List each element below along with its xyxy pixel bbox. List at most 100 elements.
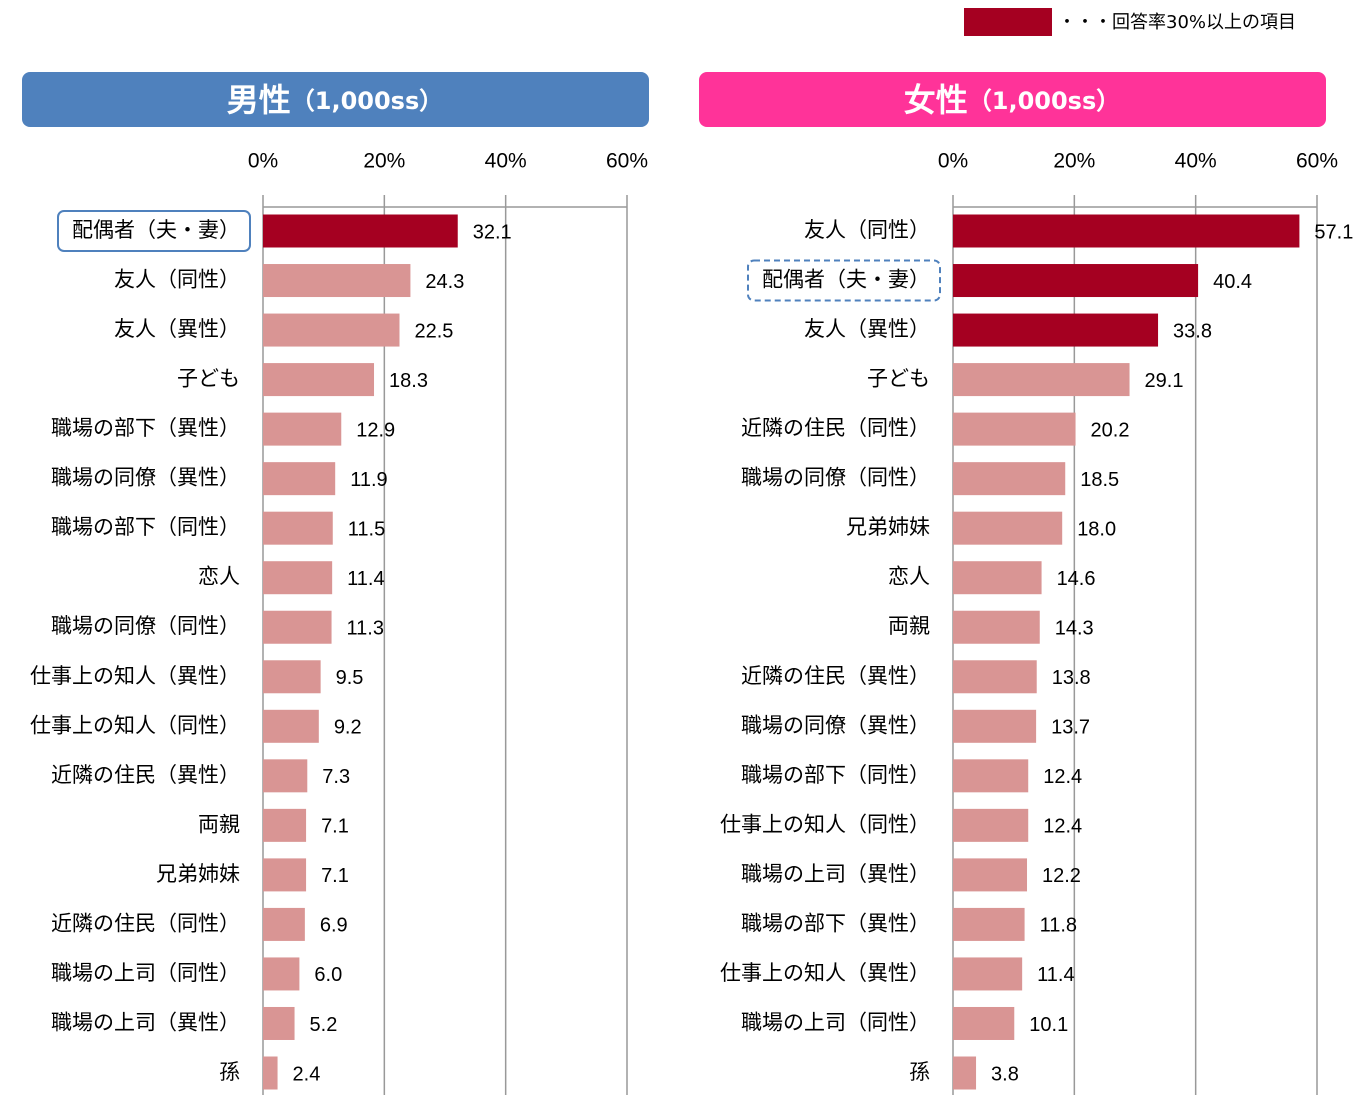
category-label: 職場の部下（異性） bbox=[741, 911, 930, 935]
category-label: 恋人 bbox=[888, 565, 930, 589]
category-label: 子ども bbox=[177, 367, 240, 391]
category-label: 職場の上司（同性） bbox=[51, 961, 240, 985]
category-label: 職場の部下（異性） bbox=[51, 416, 240, 440]
category-label: 孫 bbox=[909, 1060, 930, 1084]
x-tick-label: 20% bbox=[363, 150, 405, 173]
value-label: 12.9 bbox=[356, 419, 395, 441]
title: 男性 bbox=[227, 81, 291, 119]
bar bbox=[263, 264, 411, 298]
value-label: 18.5 bbox=[1080, 469, 1119, 491]
value-label: 14.6 bbox=[1057, 568, 1096, 590]
bar bbox=[953, 907, 1025, 941]
category-label: 兄弟姉妹 bbox=[846, 515, 930, 539]
x-tick-label: 40% bbox=[485, 150, 527, 173]
bar bbox=[263, 907, 305, 941]
x-tick-label: 60% bbox=[1296, 150, 1338, 173]
bar bbox=[263, 610, 332, 644]
legend-label: ・・・回答率30%以上の項目 bbox=[1058, 12, 1296, 33]
category-label: 仕事上の知人（同性） bbox=[30, 713, 240, 737]
category-label: 職場の部下（同性） bbox=[51, 515, 240, 539]
category-label: 恋人 bbox=[198, 565, 240, 589]
value-label: 2.4 bbox=[293, 1063, 321, 1085]
value-label: 5.2 bbox=[310, 1014, 338, 1036]
value-label: 7.1 bbox=[321, 865, 349, 887]
category-label: 友人（異性） bbox=[114, 317, 240, 341]
bar bbox=[263, 957, 300, 991]
value-label: 11.3 bbox=[347, 618, 384, 640]
value-label: 33.8 bbox=[1173, 320, 1212, 342]
value-label: 12.2 bbox=[1042, 865, 1081, 887]
category-label: 近隣の住民（同性） bbox=[741, 416, 930, 440]
value-label: 7.1 bbox=[321, 816, 349, 838]
value-label: 13.7 bbox=[1051, 717, 1090, 739]
header bbox=[22, 72, 649, 127]
bar bbox=[263, 363, 375, 397]
legend-swatch bbox=[964, 8, 1052, 36]
value-label: 12.4 bbox=[1043, 766, 1082, 788]
bar bbox=[263, 412, 342, 446]
value-label: 11.4 bbox=[347, 568, 384, 590]
title: 女性 bbox=[904, 81, 968, 119]
bar bbox=[263, 709, 319, 743]
bar bbox=[953, 264, 1199, 298]
bar bbox=[953, 808, 1029, 842]
category-label: 配偶者（夫・妻） bbox=[72, 218, 240, 242]
bar bbox=[953, 561, 1042, 595]
bar bbox=[263, 462, 336, 496]
header-title: 女性（1,000ss） bbox=[904, 81, 1121, 119]
bar bbox=[953, 363, 1130, 397]
value-label: 20.2 bbox=[1091, 419, 1130, 441]
bar bbox=[953, 660, 1037, 694]
value-label: 11.5 bbox=[348, 518, 385, 540]
bar bbox=[953, 759, 1029, 793]
value-label: 10.1 bbox=[1029, 1014, 1068, 1036]
value-label: 11.9 bbox=[350, 469, 387, 491]
category-label: 配偶者（夫・妻） bbox=[762, 268, 930, 292]
category-outline bbox=[747, 259, 941, 302]
category-label: 仕事上の知人（同性） bbox=[720, 812, 930, 836]
category-label: 友人（同性） bbox=[804, 218, 930, 242]
bar bbox=[953, 511, 1063, 545]
value-label: 14.3 bbox=[1055, 618, 1094, 640]
subtitle: （1,000ss） bbox=[291, 87, 443, 115]
value-label: 18.0 bbox=[1077, 518, 1116, 540]
value-label: 57.1 bbox=[1314, 221, 1353, 243]
category-label: 近隣の住民（同性） bbox=[51, 911, 240, 935]
value-label: 22.5 bbox=[415, 320, 454, 342]
category-label: 仕事上の知人（異性） bbox=[30, 664, 240, 688]
category-outline bbox=[57, 210, 251, 252]
category-label: 仕事上の知人（異性） bbox=[720, 961, 930, 985]
bar bbox=[953, 214, 1300, 248]
x-tick-label: 20% bbox=[1053, 150, 1095, 173]
bar bbox=[953, 1006, 1015, 1040]
bar bbox=[953, 1056, 977, 1090]
category-label: 孫 bbox=[219, 1060, 240, 1084]
value-label: 18.3 bbox=[389, 370, 428, 392]
category-label: 職場の上司（同性） bbox=[741, 1010, 930, 1034]
value-label: 11.8 bbox=[1040, 915, 1077, 937]
bar bbox=[263, 759, 308, 793]
category-label: 兄弟姉妹 bbox=[156, 862, 240, 886]
category-label: 友人（異性） bbox=[804, 317, 930, 341]
bar bbox=[263, 660, 321, 694]
x-tick-label: 0% bbox=[938, 150, 968, 173]
bar bbox=[953, 709, 1037, 743]
bar bbox=[263, 561, 333, 595]
value-label: 9.2 bbox=[334, 717, 362, 739]
bar bbox=[263, 808, 307, 842]
bar bbox=[953, 412, 1076, 446]
value-label: 11.4 bbox=[1037, 964, 1074, 986]
category-label: 両親 bbox=[888, 614, 930, 638]
value-label: 12.4 bbox=[1043, 816, 1082, 838]
header bbox=[699, 72, 1326, 127]
bar bbox=[263, 858, 307, 892]
bar bbox=[263, 511, 333, 545]
category-label: 友人（同性） bbox=[114, 268, 240, 292]
category-label: 職場の同僚（同性） bbox=[51, 614, 240, 638]
value-label: 24.3 bbox=[425, 271, 464, 293]
bar bbox=[263, 1006, 295, 1040]
value-label: 6.9 bbox=[320, 915, 348, 937]
bar bbox=[953, 610, 1040, 644]
bar bbox=[953, 313, 1159, 347]
